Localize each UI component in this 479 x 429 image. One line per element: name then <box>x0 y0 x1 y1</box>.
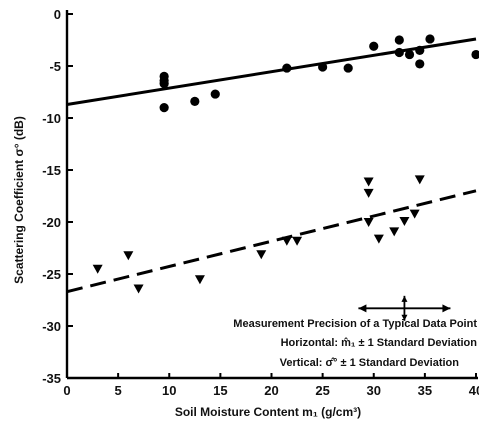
data-point-circle <box>415 59 425 69</box>
x-tick-label: 20 <box>264 383 278 398</box>
x-tick-label: 10 <box>162 383 176 398</box>
data-point-circle <box>394 35 404 45</box>
data-point-circle <box>369 41 379 51</box>
data-point-circle <box>404 49 415 60</box>
data-point-triangle <box>281 236 292 246</box>
data-points <box>92 34 479 294</box>
x-tick-label: 15 <box>213 383 227 398</box>
y-tick-label: -10 <box>42 111 61 126</box>
data-point-circle <box>394 47 404 58</box>
fit-lines <box>66 37 477 294</box>
data-point-circle <box>159 103 169 113</box>
error-bar-top-arrow <box>401 295 408 302</box>
fit-line-series-1 <box>66 37 477 106</box>
data-point-triangle <box>373 234 384 244</box>
error-bar-left-arrow <box>358 304 367 313</box>
data-point-triangle <box>133 284 144 294</box>
data-point-triangle <box>389 227 400 237</box>
x-tick-label: 0 <box>63 383 70 398</box>
y-tick-label: -30 <box>42 319 61 334</box>
data-point-circle <box>190 96 200 106</box>
data-point-triangle <box>363 177 374 187</box>
x-tick-label: 25 <box>315 383 329 398</box>
y-tick-label: -5 <box>49 59 61 74</box>
annotation-horizontal: Horizontal: m̂₁ ± 1 Standard Deviation <box>281 337 478 349</box>
x-axis-title: Soil Moisture Content m₁ (g/cm³) <box>175 405 361 419</box>
data-point-triangle <box>363 188 374 198</box>
data-point-triangle <box>123 251 134 261</box>
data-point-triangle <box>399 216 410 226</box>
data-point-triangle <box>256 250 267 260</box>
y-tick-label: -35 <box>42 371 61 386</box>
data-point-triangle <box>292 236 303 246</box>
precision-error-bar <box>358 295 451 321</box>
data-point-circle <box>210 89 220 99</box>
data-point-triangle <box>363 218 374 227</box>
y-tick-label: -25 <box>42 267 61 282</box>
data-point-circle <box>318 62 328 72</box>
data-point-triangle <box>92 264 103 274</box>
x-tick-label: 40 <box>469 383 479 398</box>
error-bar-bottom-arrow <box>401 314 408 321</box>
data-point-circle <box>471 49 479 60</box>
data-point-circle <box>159 79 169 89</box>
data-point-circle <box>425 34 435 44</box>
x-tick-label: 30 <box>367 383 381 398</box>
data-point-triangle <box>194 275 205 285</box>
annotation-title: Measurement Precision of a Typical Data … <box>233 318 477 330</box>
tick-marks: 0 5 10 15 20 25 30 35 40 0 -5 -10 -15 -20 -25 -30 -35 <box>42 7 479 398</box>
error-bar-right-arrow <box>442 304 451 313</box>
x-tick-label: 5 <box>115 383 122 398</box>
x-tick-label: 35 <box>418 383 432 398</box>
y-axis-title: Scattering Coefficient σ° (dB) <box>12 116 26 284</box>
data-point-circle <box>343 63 353 73</box>
data-point-circle <box>282 63 292 73</box>
annotation-vertical: Vertical: σ̂° ± 1 Standard Deviation <box>280 357 460 369</box>
y-tick-label: -20 <box>42 215 61 230</box>
data-point-triangle <box>409 209 420 219</box>
fit-line-series-2 <box>66 189 477 294</box>
data-point-circle <box>415 45 425 56</box>
y-tick-label: -15 <box>42 163 61 178</box>
data-point-triangle <box>414 175 425 185</box>
y-tick-label: 0 <box>54 7 61 22</box>
